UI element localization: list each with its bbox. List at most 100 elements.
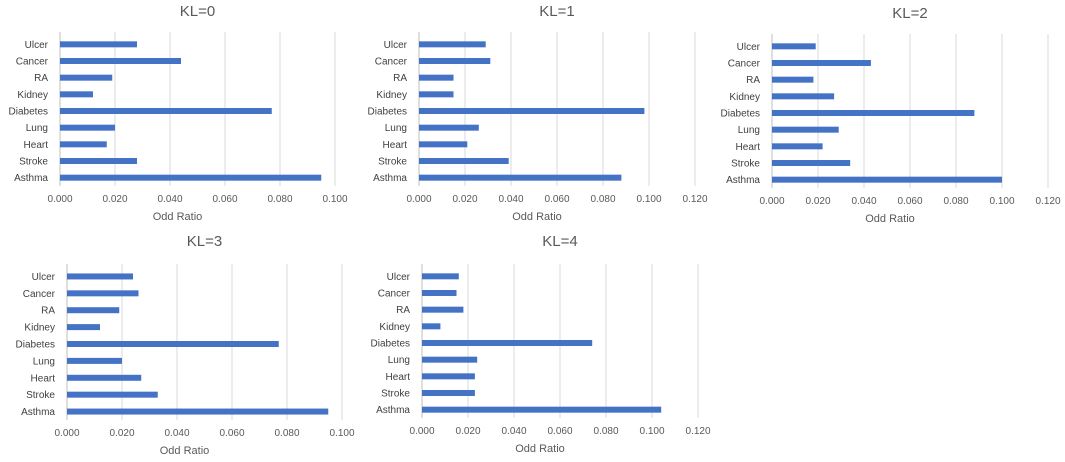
category-label: Cancer [16,57,49,68]
bar-stroke [67,391,158,398]
x-tick-label: 0.100 [989,196,1014,207]
bar-heart [60,141,107,148]
x-tick-label: 0.020 [109,428,134,439]
bar-asthma [422,406,662,413]
category-label: Stroke [381,389,410,400]
bar-heart [419,141,468,148]
x-axis-title: Odd Ratio [515,443,565,455]
chart-kl4: KL=4 0.000 0.020 0.040 0.060 0.080 0.100 0.120 U… [352,230,712,462]
chart-kl1-svg: KL=1 0.000 0.020 0.040 0.060 0.080 0.100 0.120 U… [368,3,708,223]
bar-ra [419,74,454,81]
bar-ra [60,74,113,81]
x-tick-label: 0.020 [805,196,830,207]
chart-kl4-svg: KL=4 0.000 0.020 0.040 0.060 0.080 0.100 0.120 U… [371,233,711,455]
category-label: Lung [738,125,760,136]
x-tick-label: 0.020 [452,194,477,205]
bar-asthma [419,174,622,181]
category-label: RA [746,75,760,86]
bar-lung [67,357,122,364]
x-tick-label: 0.060 [219,428,244,439]
chart-kl2: KL=2 0.000 0.020 0.040 0.060 0.080 0.100 0.120 U… [705,0,1063,230]
bar-ulcer [422,273,459,280]
x-tick-label: 0.080 [943,196,968,207]
category-label: Diabetes [368,107,407,118]
x-tick-label: 0.120 [1035,196,1060,207]
bar-ulcer [772,43,816,50]
bar-asthma [772,176,1002,183]
x-tick-label: 0.080 [593,426,618,437]
x-tick-label: 0.120 [682,194,707,205]
x-tick-label: 0.060 [544,194,569,205]
chart-kl2-svg: KL=2 0.000 0.020 0.040 0.060 0.080 0.100 0.120 U… [721,5,1061,225]
x-axis-title: Odd Ratio [153,211,203,223]
category-label: Heart [31,373,56,384]
category-label: Asthma [14,173,48,184]
chart-kl0: KL=0 0.000 0.020 0.040 0.060 0.080 0.100 Ulcer C… [0,0,350,230]
x-tick-label: 0.100 [639,426,664,437]
x-tick-label: 0.040 [157,194,182,205]
chart-title: KL=4 [542,233,577,250]
chart-title: KL=0 [180,3,215,20]
x-tick-label: 0.000 [47,194,72,205]
category-label: Ulcer [25,40,49,51]
category-label: Ulcer [737,42,761,53]
x-tick-label: 0.020 [102,194,127,205]
x-tick-label: 0.100 [322,194,347,205]
bar-kidney [419,91,454,98]
x-tick-label: 0.100 [329,428,354,439]
category-label: Heart [383,140,408,151]
bar-asthma [60,174,322,181]
category-label: Heart [24,140,49,151]
bar-cancer [772,60,871,66]
category-label: RA [393,73,407,84]
bar-cancer [419,58,491,64]
bar-stroke [419,158,509,164]
bar-ulcer [419,41,486,48]
bar-stroke [772,160,851,166]
bar-kidney [422,323,441,330]
x-axis-title: Odd Ratio [512,211,562,223]
category-label: Lung [388,355,410,366]
bar-lung [772,126,839,133]
bar-lung [422,356,478,363]
category-label: Kidney [376,90,407,101]
bar-kidney [772,93,835,100]
bar-diabetes [422,340,593,346]
chart-kl0-svg: KL=0 0.000 0.020 0.040 0.060 0.080 0.100 Ulcer C… [9,3,348,223]
chart-title: KL=1 [539,3,574,20]
x-tick-label: 0.080 [267,194,292,205]
category-label: Kidney [17,90,48,101]
x-axis-title: Odd Ratio [160,445,210,457]
bar-diabetes [60,108,272,114]
bar-heart [772,143,823,150]
bar-ra [67,307,120,314]
chart-kl1: KL=1 0.000 0.020 0.040 0.060 0.080 0.100 0.120 U… [350,0,708,230]
category-label: Kidney [729,92,760,103]
category-label: Cancer [23,289,56,300]
bar-cancer [60,58,181,64]
category-label: Cancer [375,57,408,68]
category-label: Diabetes [721,109,760,120]
bar-asthma [67,408,329,415]
category-label: Kidney [379,322,410,333]
category-label: Cancer [728,59,761,70]
bar-cancer [422,290,457,296]
bar-kidney [60,91,93,98]
category-label: Stroke [378,157,407,168]
category-label: Stroke [19,157,48,168]
category-label: Asthma [726,175,760,186]
x-tick-label: 0.020 [455,426,480,437]
bar-ra [772,76,814,83]
category-label: Ulcer [384,40,408,51]
x-tick-label: 0.060 [897,196,922,207]
category-label: Heart [736,142,761,153]
category-label: Asthma [21,407,55,418]
x-tick-label: 0.000 [759,196,784,207]
x-tick-label: 0.040 [851,196,876,207]
category-label: Lung [33,356,55,367]
bar-ra [422,306,464,313]
x-tick-label: 0.000 [409,426,434,437]
bar-lung [60,124,115,131]
category-label: Asthma [373,173,407,184]
bar-heart [67,374,142,381]
